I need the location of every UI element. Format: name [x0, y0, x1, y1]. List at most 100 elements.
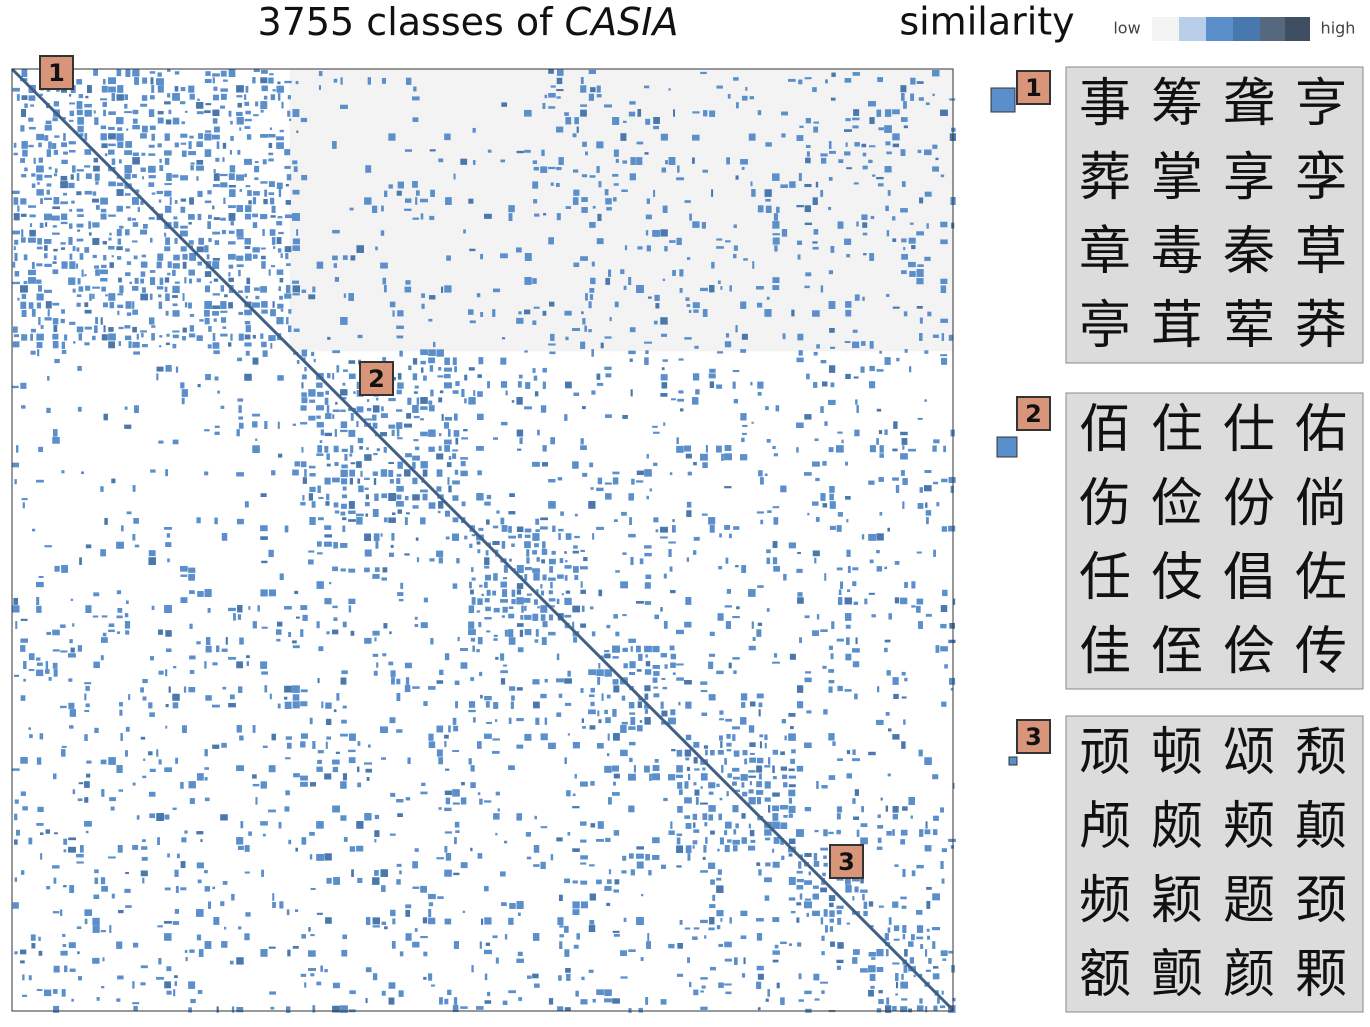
matrix-cell [471, 965, 474, 973]
matrix-cell [788, 542, 796, 549]
matrix-cell [270, 215, 276, 218]
matrix-cell [289, 118, 292, 121]
matrix-cell [854, 693, 858, 700]
matrix-cell [685, 453, 692, 459]
matrix-cell [332, 805, 340, 813]
matrix-cell [741, 837, 747, 844]
matrix-cell [636, 725, 643, 732]
matrix-cell [182, 253, 188, 260]
matrix-cell [44, 545, 52, 548]
matrix-cell [189, 949, 195, 953]
matrix-cell [422, 469, 428, 477]
matrix-cell [93, 69, 98, 76]
matrix-cell [679, 288, 683, 293]
matrix-cell [94, 173, 100, 181]
matrix-cell [46, 886, 51, 890]
matrix-cell [340, 409, 346, 412]
matrix-cell [904, 677, 908, 682]
matrix-cell [421, 303, 425, 309]
mini-matrix [990, 87, 1016, 113]
matrix-cell [628, 493, 635, 501]
matrix-cell [156, 286, 164, 290]
matrix-cell [141, 839, 146, 842]
matrix-cell [341, 448, 348, 452]
matrix-cell [565, 117, 572, 125]
matrix-cell [46, 631, 52, 635]
matrix-cell [727, 93, 731, 99]
matrix-cell [391, 429, 395, 437]
matrix-cell [572, 328, 580, 331]
matrix-cell [444, 422, 450, 429]
matrix-cell [28, 653, 35, 661]
matrix-cell [132, 942, 139, 948]
matrix-cell [61, 989, 66, 997]
matrix-cell [812, 241, 818, 244]
matrix-cell [197, 261, 203, 266]
matrix-cell [333, 709, 337, 713]
matrix-cell [821, 381, 828, 387]
matrix-cell [116, 998, 121, 1002]
matrix-cell [332, 759, 340, 765]
matrix-cell [756, 797, 762, 805]
matrix-cell [644, 545, 652, 549]
matrix-cell [493, 288, 500, 293]
matrix-cell [566, 973, 571, 981]
matrix-cell [52, 215, 60, 221]
matrix-cell [556, 678, 564, 683]
matrix-cell [940, 174, 945, 178]
matrix-cell [780, 997, 785, 1005]
matrix-cell [420, 360, 426, 365]
matrix-cell [260, 101, 268, 109]
matrix-cell [189, 798, 195, 805]
matrix-cell [789, 726, 794, 730]
matrix-cell [903, 125, 908, 129]
matrix-cell [173, 221, 179, 229]
matrix-cell [332, 1005, 340, 1013]
matrix-cell [430, 984, 436, 987]
matrix-cell [804, 853, 812, 857]
matrix-cell [948, 639, 956, 644]
matrix-cell [601, 693, 604, 701]
matrix-cell [438, 158, 444, 163]
matrix-cell [884, 125, 892, 133]
matrix-cell [684, 337, 692, 340]
matrix-cell [238, 269, 241, 277]
matrix-cell [804, 77, 812, 80]
matrix-cell [316, 581, 324, 589]
matrix-cell [647, 296, 652, 299]
matrix-cell [604, 189, 609, 196]
matrix-cell [641, 893, 644, 897]
matrix-cell [252, 77, 256, 84]
matrix-cell [207, 608, 211, 613]
matrix-cell [740, 910, 748, 917]
matrix-cell [884, 639, 891, 643]
matrix-cell [644, 582, 651, 589]
matrix-cell [357, 741, 361, 746]
matrix-cell [788, 78, 796, 82]
matrix-cell [645, 661, 651, 667]
matrix-cell [900, 149, 906, 157]
matrix-cell [572, 550, 579, 554]
matrix-cell [365, 768, 372, 773]
matrix-cell [252, 421, 258, 428]
matrix-cell [278, 231, 284, 235]
matrix-cell [12, 261, 16, 268]
matrix-cell [880, 797, 883, 801]
matrix-cell [326, 631, 330, 635]
matrix-cell [493, 638, 498, 641]
matrix-cell [524, 574, 528, 581]
matrix-cell [61, 470, 65, 474]
matrix-cell [772, 285, 780, 291]
matrix-cell [20, 960, 25, 964]
matrix-cell [300, 117, 308, 123]
matrix-cell [204, 886, 211, 892]
matrix-cell [273, 246, 276, 249]
matrix-cell [52, 117, 58, 122]
matrix-cell [381, 921, 387, 925]
matrix-cell [740, 349, 747, 353]
matrix-cell [612, 477, 619, 485]
matrix-cell [404, 208, 412, 211]
matrix-cell [288, 309, 292, 314]
matrix-cell [540, 614, 546, 621]
matrix-cell [574, 774, 577, 779]
